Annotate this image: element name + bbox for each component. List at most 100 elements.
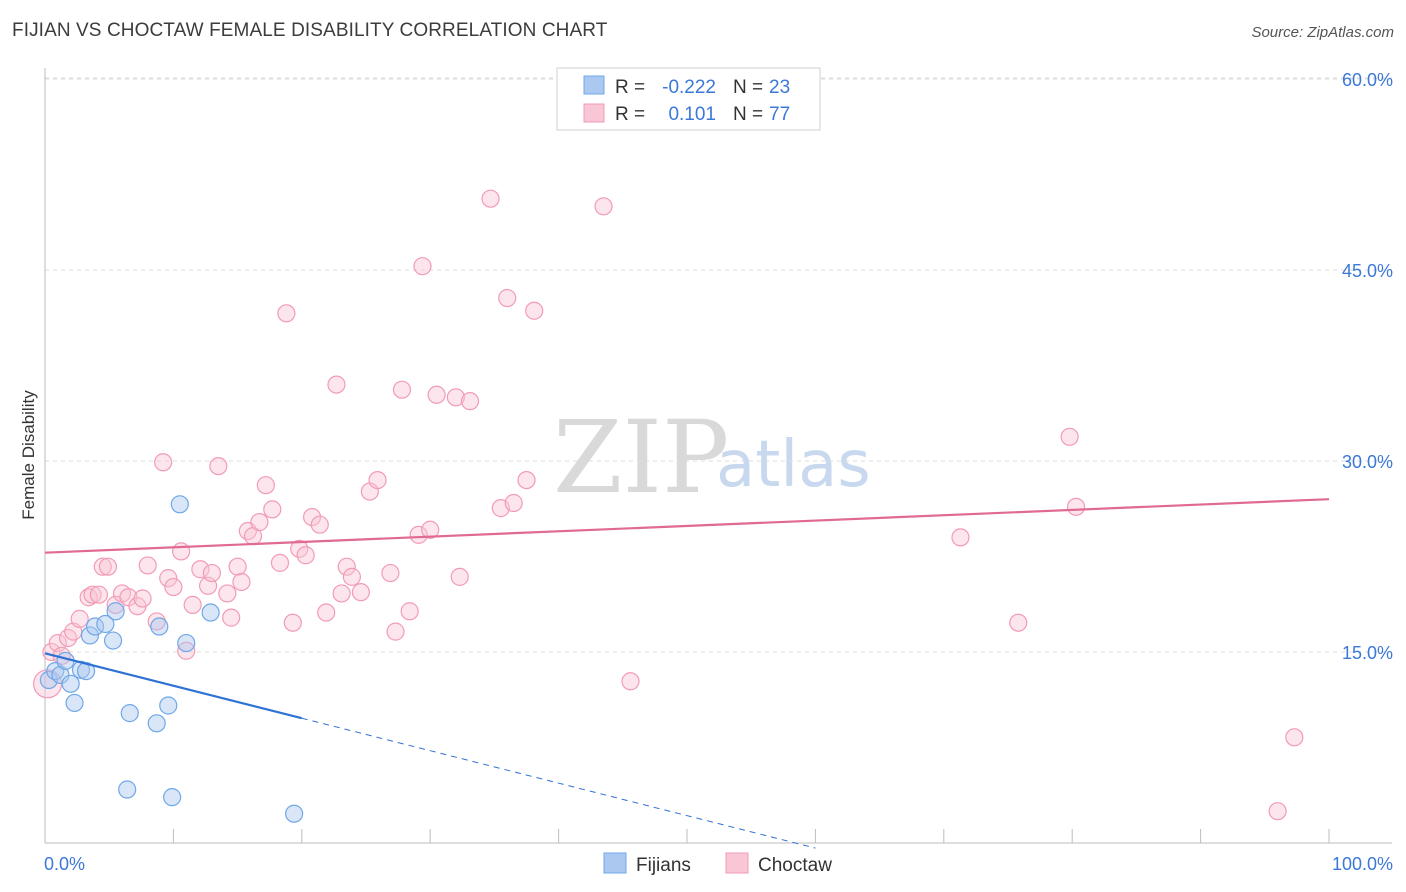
legend-swatch-choctaw[interactable] (725, 852, 749, 874)
point-fijians-5 (65, 693, 84, 713)
series-legend: Fijians Choctaw (603, 852, 832, 876)
y-tick-labels: 15.0% 30.0% 45.0% 60.0% (1342, 70, 1393, 663)
point-choctaw-66 (498, 288, 517, 308)
point-choctaw-21 (164, 577, 183, 597)
stats-r-label-fijians: R = (615, 77, 645, 98)
point-choctaw-44 (310, 515, 329, 534)
point-choctaw-19 (154, 453, 173, 472)
point-fijians-20 (177, 633, 196, 653)
point-choctaw-29 (218, 584, 237, 603)
point-fijians-8 (80, 626, 100, 645)
point-choctaw-68 (517, 471, 536, 490)
point-fijians-13 (118, 780, 137, 799)
stats-n-label-fijians: N = (733, 77, 763, 98)
y-tick-label-60: 60.0% (1342, 70, 1393, 90)
point-fijians-16 (150, 617, 169, 636)
point-choctaw-16 (133, 589, 152, 608)
data-points (32, 189, 1304, 823)
point-choctaw-22 (172, 542, 191, 561)
y-tick-label-15: 15.0% (1342, 643, 1393, 663)
point-choctaw-28 (209, 456, 228, 476)
point-choctaw-45 (317, 603, 336, 622)
point-choctaw-54 (386, 622, 405, 641)
stats-r-value-fijians: -0.222 (662, 77, 716, 98)
point-choctaw-72 (951, 528, 970, 547)
point-choctaw-73 (1009, 613, 1028, 632)
point-choctaw-62 (450, 567, 469, 586)
trend-line-fijians (44, 652, 303, 720)
point-fijians-11 (103, 631, 123, 650)
watermark-zip: ZIP (553, 399, 729, 516)
point-choctaw-74 (1060, 427, 1079, 446)
point-choctaw-42 (296, 546, 315, 565)
point-choctaw-8 (83, 585, 102, 604)
point-choctaw-70 (594, 197, 613, 216)
x-tick-label-max: 100.0% (1332, 854, 1393, 874)
point-choctaw-77 (1268, 802, 1287, 821)
stats-r-label-choctaw: R = (615, 104, 645, 125)
point-choctaw-43 (302, 507, 322, 527)
point-fijians-0 (39, 670, 58, 690)
point-choctaw-31 (228, 557, 247, 576)
point-choctaw-11 (98, 557, 118, 576)
point-fijians-22 (284, 804, 304, 823)
point-choctaw-40 (283, 613, 302, 632)
stats-n-value-fijians: 23 (769, 77, 790, 98)
point-choctaw-24 (183, 595, 202, 614)
trend-extension-fijians (301, 717, 816, 849)
point-choctaw-46 (327, 375, 346, 394)
point-choctaw-53 (381, 563, 400, 583)
point-choctaw-50 (351, 583, 370, 602)
gridlines (45, 77, 1392, 653)
point-choctaw-20 (159, 569, 178, 588)
point-choctaw-52 (368, 471, 387, 490)
legend-swatch-fijians[interactable] (603, 852, 627, 874)
point-choctaw-75 (1066, 497, 1086, 516)
point-choctaw-55 (392, 380, 412, 399)
chart-title: FIJIAN VS CHOCTAW FEMALE DISABILITY CORR… (12, 20, 608, 41)
point-choctaw-48 (337, 557, 356, 576)
point-choctaw-49 (342, 567, 361, 586)
stats-swatch-choctaw (583, 103, 605, 123)
point-choctaw-30 (222, 608, 241, 627)
point-fijians-18 (163, 788, 182, 807)
point-choctaw-37 (263, 500, 282, 519)
point-fijians-19 (170, 495, 189, 514)
point-choctaw-25 (191, 560, 210, 579)
y-tick-label-30: 30.0% (1342, 452, 1393, 472)
x-tick-label-min: 0.0% (44, 854, 85, 874)
legend-label-fijians[interactable]: Fijians (636, 855, 691, 876)
legend-label-choctaw[interactable]: Choctaw (758, 855, 832, 876)
point-choctaw-61 (446, 388, 465, 407)
point-choctaw-23 (177, 641, 196, 660)
point-choctaw-57 (409, 525, 428, 544)
point-choctaw-27 (202, 563, 222, 583)
point-fijians-15 (147, 714, 166, 733)
point-fijians-10 (96, 614, 115, 634)
point-choctaw-56 (400, 602, 419, 621)
source-label: Source: ZipAtlas.com (1251, 24, 1394, 41)
point-choctaw-38 (270, 553, 290, 572)
point-choctaw-69 (525, 301, 544, 320)
point-choctaw-59 (421, 520, 440, 539)
point-choctaw-60 (427, 385, 446, 404)
stats-legend: R = -0.222 N = 23 R = 0.101 N = 77 (556, 67, 821, 131)
stats-n-value-choctaw: 77 (769, 104, 790, 125)
x-tick-marks (172, 829, 1330, 843)
point-choctaw-39 (277, 304, 296, 323)
point-choctaw-58 (413, 257, 432, 276)
point-choctaw-10 (93, 557, 112, 576)
stats-swatch-fijians (583, 75, 605, 95)
trend-line-choctaw (44, 498, 1330, 554)
point-choctaw-63 (460, 392, 480, 411)
point-choctaw-32 (232, 572, 251, 592)
point-choctaw-71 (621, 672, 640, 691)
point-fijians-12 (106, 602, 125, 621)
point-choctaw-36 (256, 476, 275, 495)
stats-n-label-choctaw: N = (733, 104, 763, 125)
point-choctaw-6 (70, 609, 89, 628)
point-choctaw-9 (89, 585, 109, 604)
point-choctaw-17 (138, 556, 157, 575)
y-axis-label: Female Disability (19, 390, 38, 520)
